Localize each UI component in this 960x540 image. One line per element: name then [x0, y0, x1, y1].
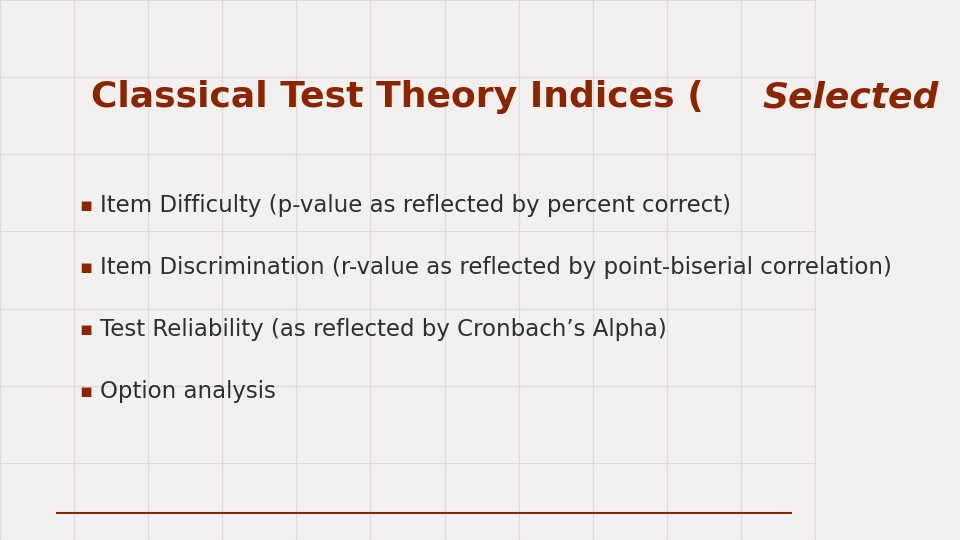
Text: Test Reliability (as reflected by Cronbach’s Alpha): Test Reliability (as reflected by Cronba…: [100, 318, 667, 341]
Text: ): ): [956, 80, 960, 114]
Text: ▪: ▪: [79, 195, 92, 215]
Text: ▪: ▪: [79, 320, 92, 339]
Text: Classical Test Theory Indices (: Classical Test Theory Indices (: [91, 80, 704, 114]
Text: ▪: ▪: [79, 382, 92, 401]
Text: Item Discrimination (r-value as reflected by point-biserial correlation): Item Discrimination (r-value as reflecte…: [100, 256, 892, 279]
Text: Selected: Selected: [762, 80, 939, 114]
Text: ▪: ▪: [79, 258, 92, 277]
Text: Option analysis: Option analysis: [100, 380, 276, 403]
Text: Item Difficulty (p-value as reflected by percent correct): Item Difficulty (p-value as reflected by…: [100, 194, 732, 217]
